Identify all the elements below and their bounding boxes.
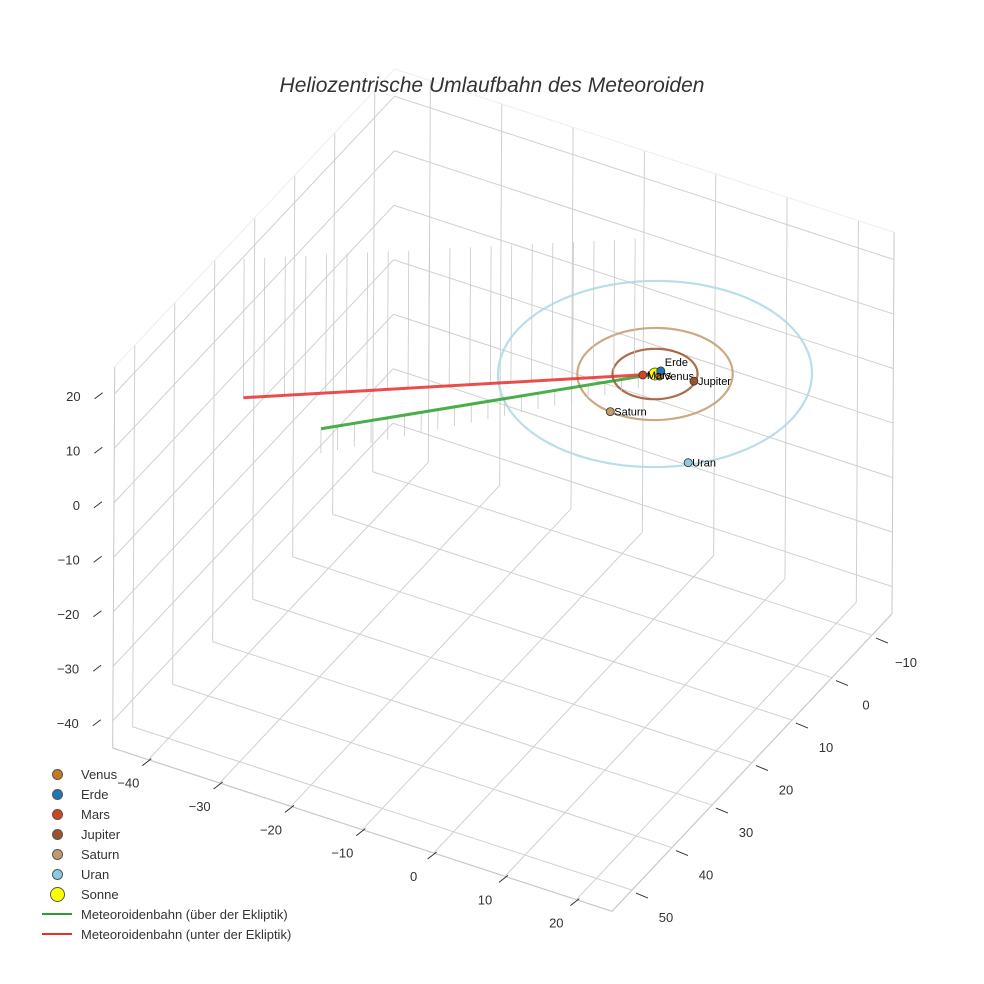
legend-item-jupiter[interactable]: Jupiter [38,824,291,844]
sonne-marker-icon [49,886,65,902]
saturn-marker-icon [51,848,63,860]
svg-text:−10: −10 [895,655,917,670]
svg-text:40: 40 [699,868,713,883]
uran-marker-icon [51,868,63,880]
svg-text:20: 20 [66,389,80,404]
svg-text:10: 10 [478,892,492,907]
legend-item-venus[interactable]: Venus [38,764,291,784]
axis-grid [112,68,895,912]
mars-marker[interactable] [638,370,648,380]
svg-text:0: 0 [73,498,80,513]
jupiter-label: Jupiter [698,376,731,388]
erde-marker[interactable] [656,366,666,376]
legend-item-sonne[interactable]: Sonne [38,884,291,904]
svg-text:10: 10 [66,443,80,458]
svg-text:10: 10 [819,740,833,755]
uran-marker[interactable] [683,458,693,468]
legend-item-saturn[interactable]: Saturn [38,844,291,864]
venus-label: Venus [664,371,695,383]
svg-text:20: 20 [549,916,563,931]
jupiter-marker[interactable] [689,376,699,386]
svg-text:−30: −30 [57,661,79,676]
svg-text:20: 20 [779,783,793,798]
drop-lines [242,238,639,454]
meteoroid-trajectories [243,372,656,431]
legend-item-uran[interactable]: Uran [38,864,291,884]
svg-text:−20: −20 [260,822,282,837]
uran-label: Uran [692,458,716,470]
green-line-icon [42,913,72,915]
erde-label: Erde [665,357,688,369]
mars-label: Mars [647,370,672,382]
axis-tick-labels: 20 10 0 −10 −20 −30 −40 −40 −30 −20 −10 0 10 20 −10 0 10… [57,389,917,931]
legend-item-mars[interactable]: Mars [38,804,291,824]
jupiter-marker-icon [51,828,63,840]
svg-text:−40: −40 [117,776,139,791]
saturn-marker[interactable] [605,407,615,417]
legend-item-bahn-unter[interactable]: Meteoroidenbahn (unter der Ekliptik) [38,924,291,944]
erde-marker-icon [51,788,63,800]
chart-title: Heliozentrische Umlaufbahn des Meteoroid… [279,74,705,97]
svg-text:30: 30 [739,825,753,840]
legend: Venus Erde Mars Jupiter Saturn Uran Sonn… [38,764,291,944]
mars-marker-icon [51,808,63,820]
svg-text:−20: −20 [57,607,79,622]
svg-text:−10: −10 [331,846,353,861]
legend-item-bahn-ueber[interactable]: Meteoroidenbahn (über der Ekliptik) [38,904,291,924]
svg-text:0: 0 [862,698,869,713]
orbit-paths [496,279,814,469]
legend-item-erde[interactable]: Erde [38,784,291,804]
venus-marker-icon [51,768,63,780]
svg-text:−30: −30 [189,799,211,814]
saturn-label: Saturn [614,407,646,419]
svg-text:−10: −10 [58,552,80,567]
svg-text:0: 0 [410,869,417,884]
red-line-icon [42,933,72,935]
svg-text:50: 50 [659,910,673,925]
svg-text:−40: −40 [57,716,79,731]
